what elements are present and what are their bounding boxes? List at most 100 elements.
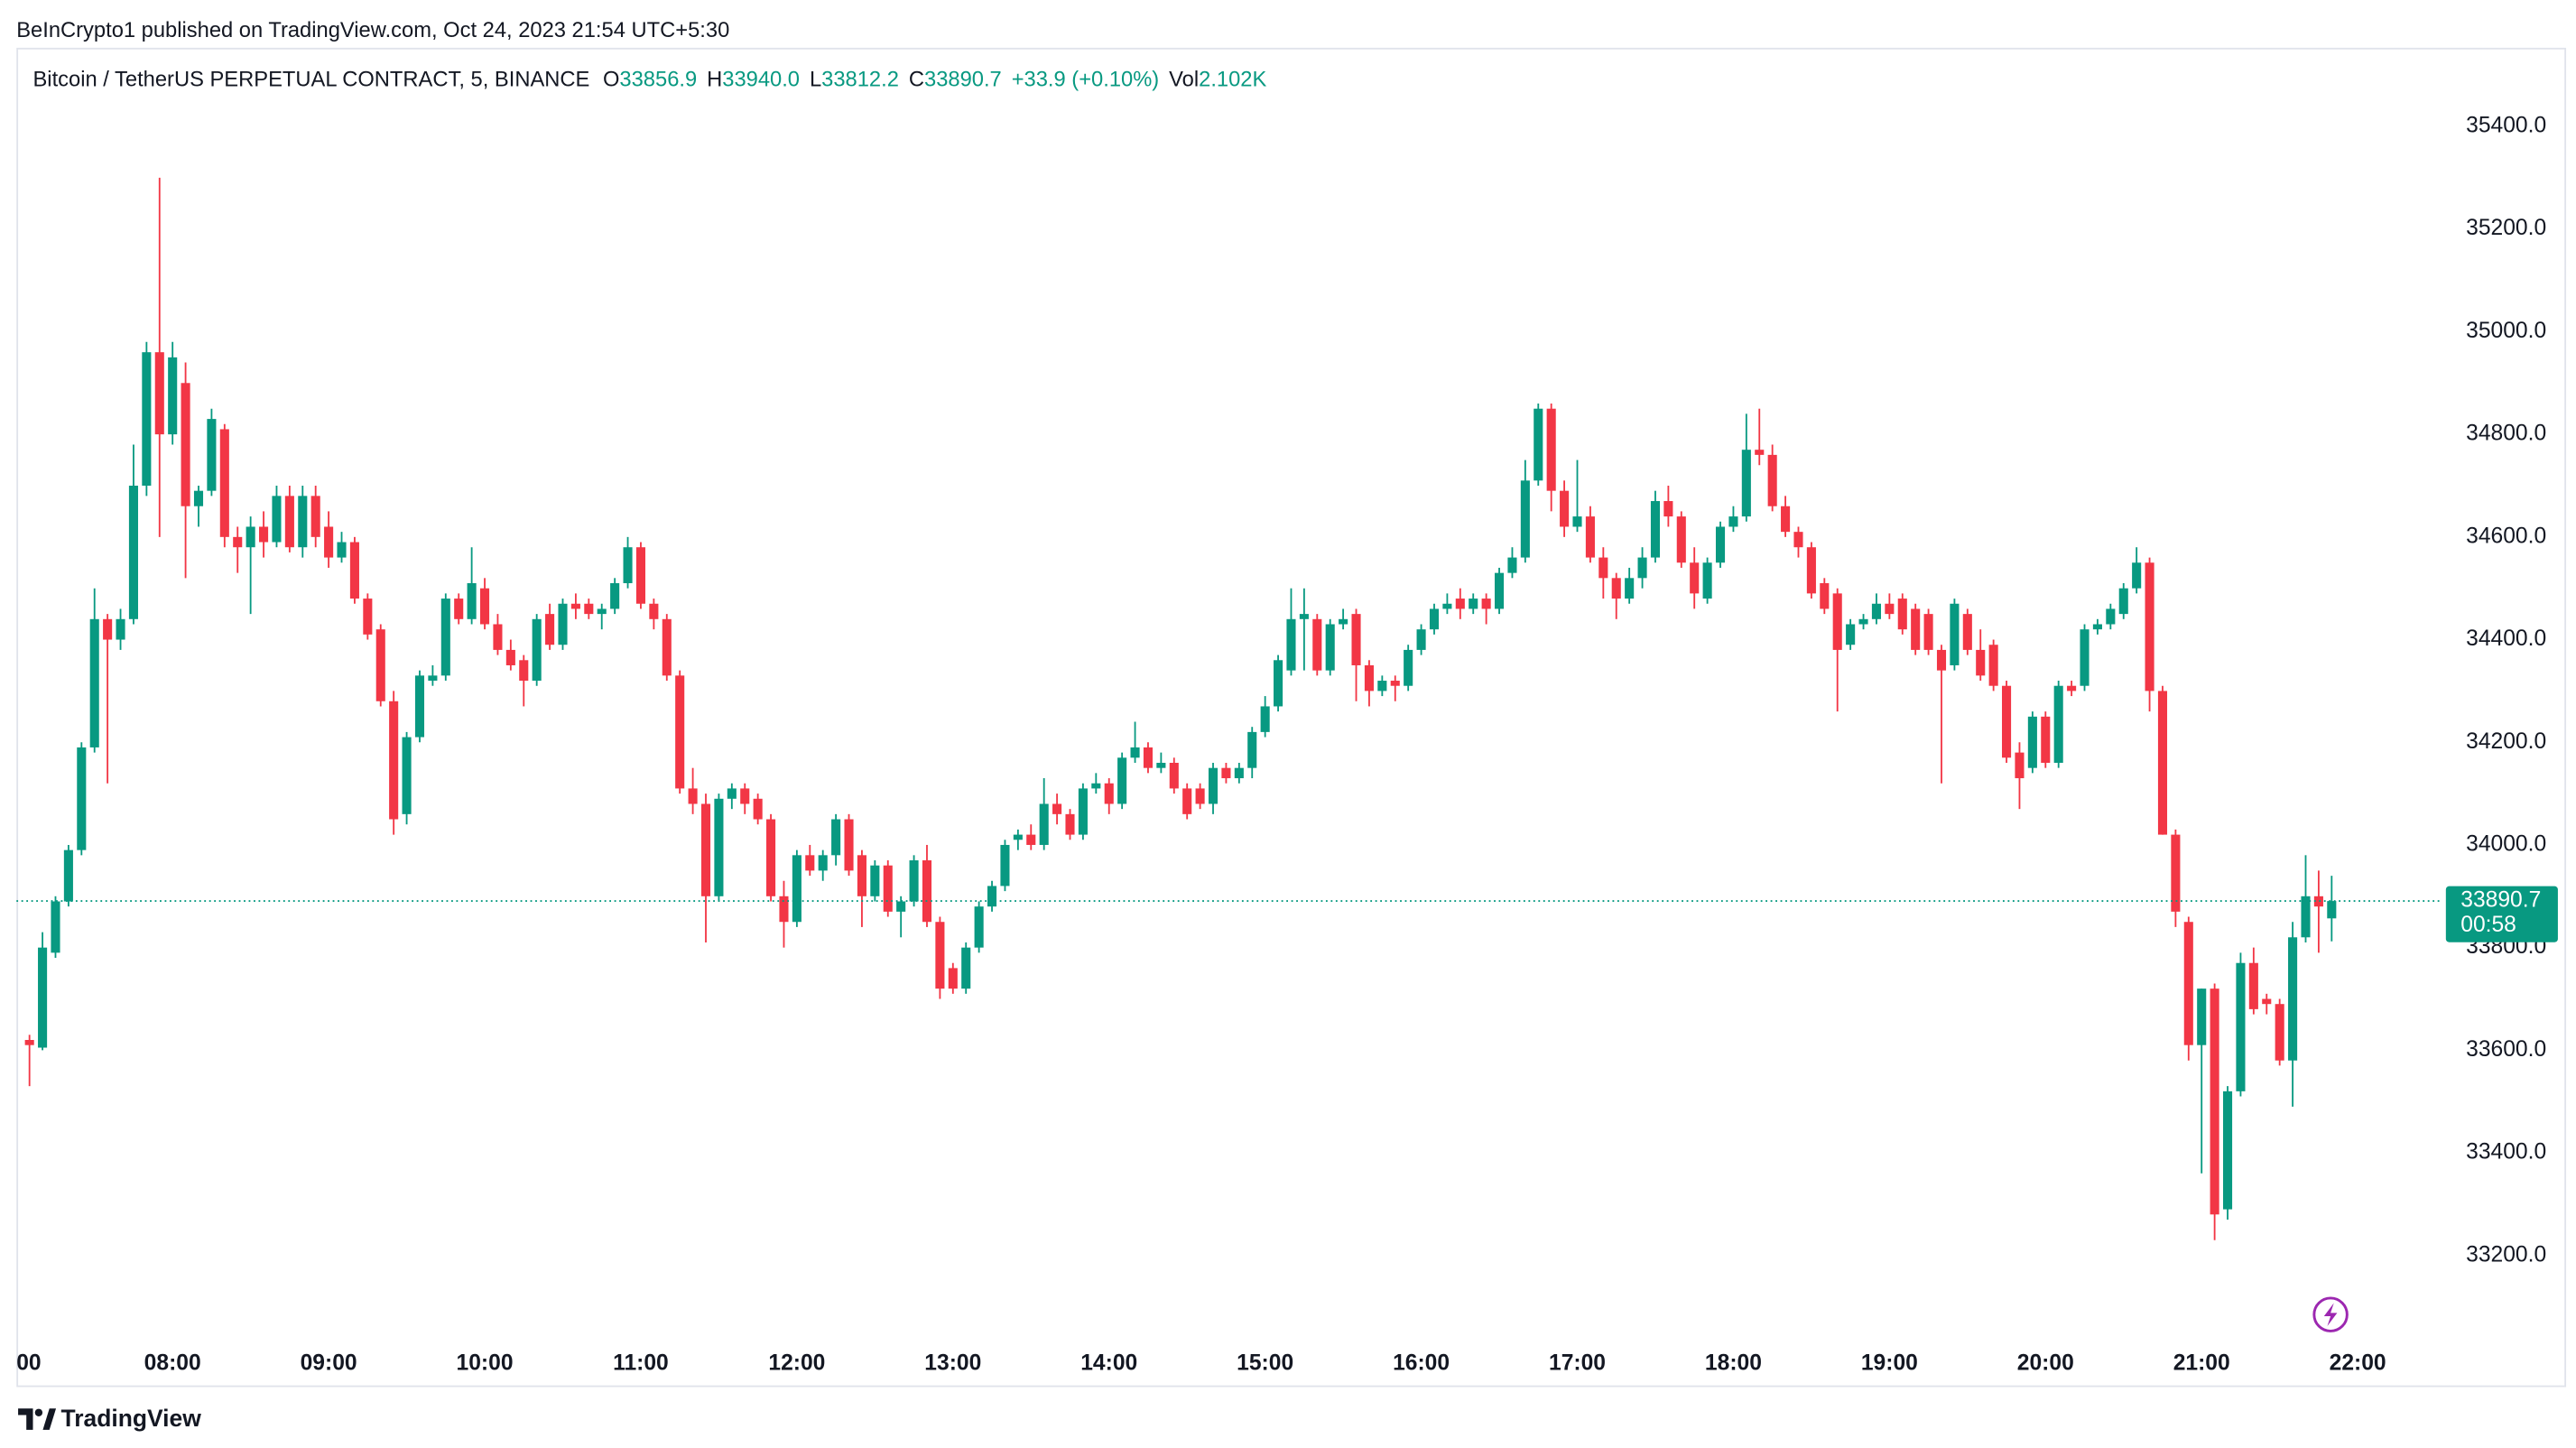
legend-value: +33.9 (+0.10%) [1012,69,1160,92]
candle-body [1351,614,1361,665]
x-tick-label: 12:00 [768,1351,825,1375]
candle-body [193,490,204,506]
candle-body [1702,562,1712,599]
candle-body [1988,645,1998,686]
candle-body [103,618,113,640]
symbol-title: Bitcoin / TetherUS PERPETUAL CONTRACT, 5… [33,69,590,92]
candle-body [324,526,334,558]
candle-body [1650,501,1661,558]
candle-body [2157,691,2168,835]
candle-body [1546,408,1556,491]
x-tick-label: 20:00 [2017,1351,2074,1375]
candle-body [219,429,229,537]
candle-body [1611,578,1621,599]
plot-area [16,177,2442,1240]
candle-body [1534,408,1543,481]
candle-body [2015,752,2025,779]
candle-body [1339,618,1348,625]
y-tick-label: 33200.0 [2466,1242,2546,1267]
legend-value: 33890.7 [924,69,1002,92]
legend-value: 2.102K [1199,69,1266,92]
candle-body [974,906,984,948]
candle-body [935,922,945,989]
candle-body [1247,731,1257,768]
candle-body [2092,624,2102,630]
candle-body [259,526,269,543]
candle-body [675,675,685,789]
legend-key: H [707,69,722,92]
candle-body [467,583,477,619]
candle-body [2080,629,2090,686]
x-tick-label: 08:00 [144,1351,201,1375]
candle-body [2301,896,2311,938]
candle-body [2171,834,2181,912]
x-tick-label: 10:00 [457,1351,514,1375]
candle-body [77,747,87,850]
candle-body [1416,629,1426,650]
candle-body [310,496,320,537]
candle-body [454,599,464,619]
candle-body [1404,649,1413,686]
y-tick-label: 35400.0 [2466,114,2546,138]
candle-body [1390,681,1400,686]
candle-body [883,865,893,912]
candle-body [570,603,580,609]
candle-body [1820,583,1830,609]
candle-body [1026,834,1036,845]
candle-body [610,583,620,609]
candle-body [1572,516,1582,527]
y-tick-label: 34600.0 [2466,524,2546,548]
y-tick-label: 33400.0 [2466,1140,2546,1165]
candle-body [89,618,99,747]
candle-body [207,419,217,491]
candle-body [519,660,529,682]
legend-key: Vol [1169,69,1199,92]
chart-frame [16,47,2567,1388]
candle-body [1507,557,1517,573]
candle-body [1806,547,1816,594]
candle-body [753,798,763,820]
candle-body [2106,608,2116,625]
candle-body [2067,685,2077,692]
candle-body [1690,562,1700,594]
legend-value: 33940.0 [722,69,800,92]
x-tick-label: 18:00 [1705,1351,1762,1375]
candle-body [818,855,828,871]
candle-body [1143,747,1154,768]
x-tick-label: 17:00 [1549,1351,1606,1375]
candle-body [1039,803,1049,845]
candle-body [1195,788,1205,804]
x-tick-label: 13:00 [924,1351,981,1375]
candle-body [1885,603,1895,615]
candle-body [1104,783,1114,804]
x-tick-label: 22:00 [2330,1351,2386,1375]
candle-body [1169,762,1179,789]
candle-body [805,855,815,871]
legend-key: C [909,69,924,92]
candle-body [1495,572,1505,609]
candle-body [1274,660,1283,707]
candle-body [1976,649,1986,676]
candle-body [857,855,866,896]
candle-body [2262,998,2272,1005]
candle-body [1598,557,1608,579]
candle-body [1871,603,1881,619]
candle-body [1950,603,1960,665]
candle-body [1078,788,1088,835]
caption: BeInCrypto1 published on TradingView.com… [16,19,729,42]
candle-body [1846,624,1856,645]
candle-body [688,788,698,804]
candle-body [1455,599,1465,609]
candle-body [505,649,515,665]
candle-body [2183,922,2193,1045]
candle-body [1637,557,1647,579]
countdown: 00:58 [2460,913,2516,937]
candle-body [714,798,724,896]
candle-body [38,947,48,1048]
candle-body [2236,962,2246,1091]
candle-body [779,896,789,923]
y-tick-label: 35200.0 [2466,216,2546,240]
candle-body [414,675,425,738]
